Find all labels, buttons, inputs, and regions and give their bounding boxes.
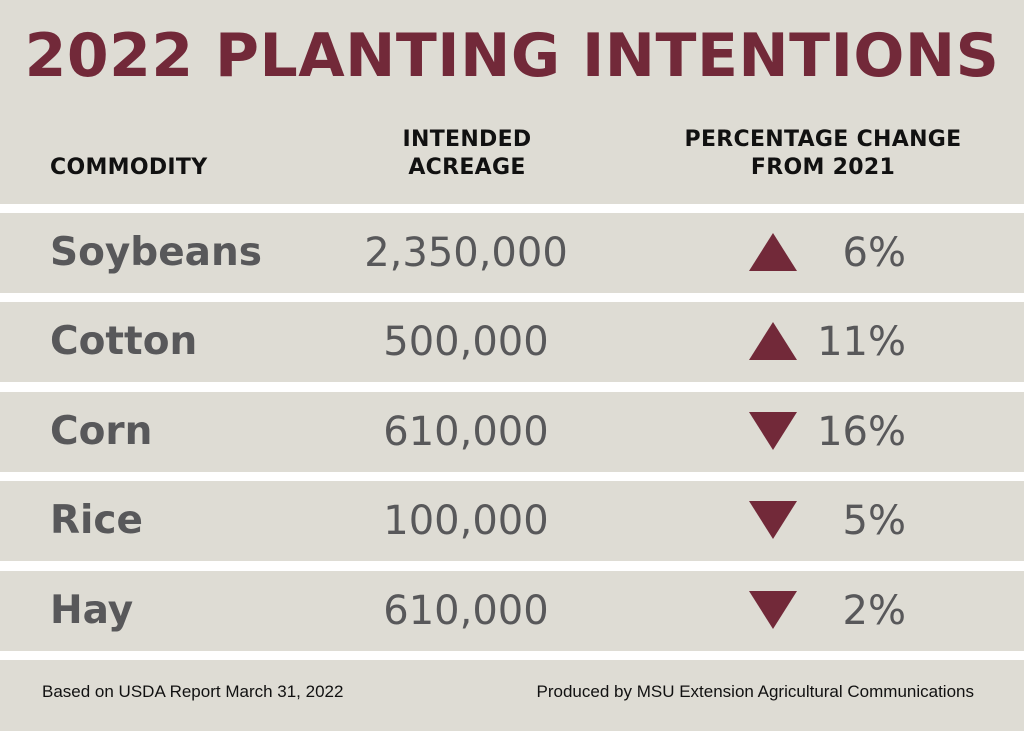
column-header-change-line-1: PERCENTAGE CHANGE	[684, 127, 962, 152]
percentage-change: 2%	[842, 588, 906, 634]
table-row: Hay 610,000 2%	[0, 571, 1024, 651]
table-row: Soybeans 2,350,000 6%	[0, 213, 1024, 293]
percentage-change: 16%	[817, 409, 906, 455]
percentage-change: 6%	[842, 230, 906, 276]
intended-acreage: 100,000	[383, 498, 549, 544]
table-row: Cotton 500,000 11%	[0, 302, 1024, 382]
column-header-commodity: COMMODITY	[50, 154, 207, 182]
intended-acreage: 2,350,000	[364, 230, 568, 276]
triangle-up-icon	[749, 322, 797, 360]
commodity-name: Hay	[50, 588, 134, 633]
page-title: 2022 PLANTING INTENTIONS	[24, 21, 1000, 91]
commodity-name: Cotton	[50, 319, 198, 364]
percentage-change: 5%	[842, 498, 906, 544]
intended-acreage: 500,000	[383, 319, 549, 365]
column-header-change: PERCENTAGE CHANGE FROM 2021	[623, 126, 1023, 182]
commodity-name: Corn	[50, 409, 153, 454]
table-row: Corn 610,000 16%	[0, 392, 1024, 472]
column-header-acreage-line-2: ACREAGE	[408, 155, 526, 180]
column-header-acreage: INTENDED ACREAGE	[317, 126, 617, 182]
source-note: Based on USDA Report March 31, 2022	[42, 682, 344, 701]
commodity-name: Soybeans	[50, 230, 262, 275]
footer-band: Based on USDA Report March 31, 2022 Prod…	[0, 660, 1024, 731]
intended-acreage: 610,000	[383, 588, 549, 634]
table-row: Rice 100,000 5%	[0, 481, 1024, 561]
triangle-down-icon	[749, 412, 797, 450]
triangle-down-icon	[749, 591, 797, 629]
header-band: 2022 PLANTING INTENTIONS COMMODITY INTEN…	[0, 0, 1024, 204]
triangle-up-icon	[749, 233, 797, 271]
column-header-commodity-label: COMMODITY	[50, 155, 208, 180]
intended-acreage: 610,000	[383, 409, 549, 455]
credit-note: Produced by MSU Extension Agricultural C…	[536, 682, 974, 701]
commodity-name: Rice	[50, 498, 143, 543]
column-header-change-line-2: FROM 2021	[750, 155, 896, 180]
triangle-down-icon	[749, 501, 797, 539]
column-header-acreage-line-1: INTENDED	[402, 127, 532, 152]
percentage-change: 11%	[817, 319, 906, 365]
